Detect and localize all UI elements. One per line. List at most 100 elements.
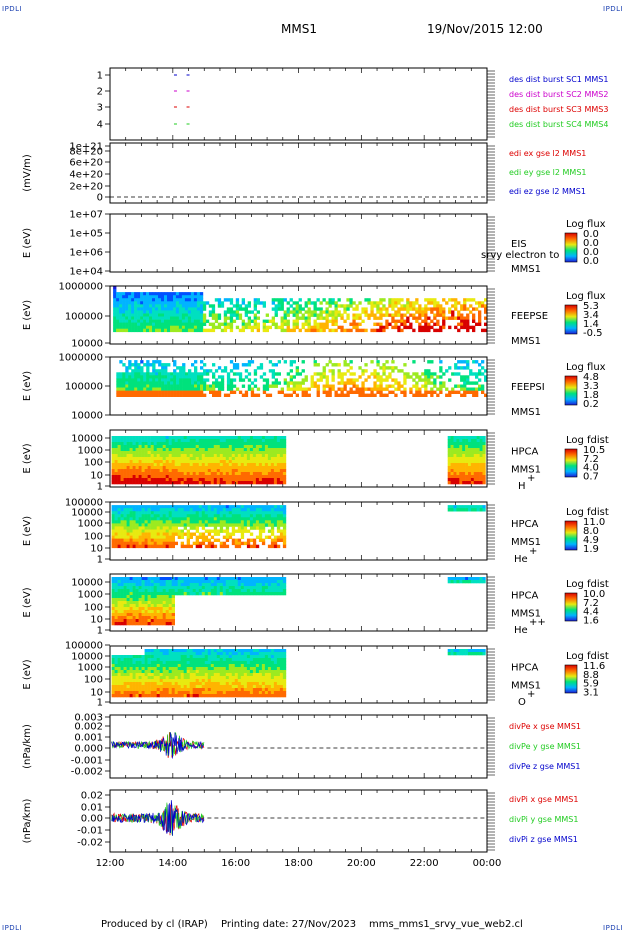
heatmap-cell xyxy=(256,298,260,302)
heatmap-cell xyxy=(177,451,181,455)
heatmap-cell xyxy=(349,366,353,370)
heatmap-cell xyxy=(241,378,246,382)
heatmap-cell xyxy=(120,460,124,464)
heatmap-cell xyxy=(138,616,142,620)
heatmap-cell xyxy=(187,313,192,317)
heatmap-cell xyxy=(222,481,227,485)
heatmap-cell xyxy=(123,619,127,623)
heatmap-cell xyxy=(134,316,138,320)
heatmap-cell xyxy=(204,655,209,659)
heatmap-cell xyxy=(261,454,266,458)
heatmap-cell xyxy=(158,360,162,364)
heatmap-cell xyxy=(450,478,454,482)
heatmap-cell xyxy=(153,613,157,617)
heatmap-cell xyxy=(207,466,212,470)
heatmap-cell xyxy=(457,384,461,388)
heatmap-cell xyxy=(243,661,248,665)
heatmap-cell xyxy=(476,580,480,584)
heatmap-cell xyxy=(149,295,153,299)
heatmap-cell xyxy=(210,580,215,584)
heatmap-cell xyxy=(252,583,257,587)
heatmap-cell xyxy=(195,655,199,659)
heatmap-cell xyxy=(123,655,127,659)
heatmap-cell xyxy=(479,475,483,479)
heatmap-cell xyxy=(214,319,219,323)
heatmap-cell xyxy=(473,439,477,443)
heatmap-cell xyxy=(177,586,181,590)
heatmap-cell xyxy=(246,580,251,584)
heatmap-cell xyxy=(147,526,151,530)
heatmap-cell xyxy=(183,439,187,443)
heatmap-cell xyxy=(168,688,172,692)
heatmap-cell xyxy=(165,682,169,686)
heatmap-cell xyxy=(116,298,120,302)
heatmap-cell xyxy=(162,580,166,584)
heatmap-cell xyxy=(240,451,245,455)
heatmap-cell xyxy=(261,520,266,524)
heatmap-cell xyxy=(117,436,121,440)
heatmap-cell xyxy=(261,457,266,461)
heatmap-cell xyxy=(146,366,150,370)
heatmap-cell xyxy=(117,469,121,473)
heatmap-cell xyxy=(147,541,151,546)
heatmap-cell xyxy=(189,685,193,689)
heatmap-cell xyxy=(173,292,177,296)
heatmap-cell xyxy=(246,577,251,581)
heatmap-cell xyxy=(484,393,488,397)
heatmap-cell xyxy=(165,661,169,665)
heatmap-cell xyxy=(147,589,151,593)
heatmap-cell xyxy=(144,688,148,692)
heatmap-cell xyxy=(129,667,133,671)
heatmap-cell xyxy=(174,652,178,656)
heatmap-cell xyxy=(171,445,175,449)
heatmap-cell xyxy=(241,298,245,302)
heatmap-cell xyxy=(237,694,242,698)
heatmap-cell xyxy=(204,460,209,464)
heatmap-cell xyxy=(177,679,181,683)
heatmap-cell xyxy=(456,475,460,479)
heatmap-cell xyxy=(267,589,272,593)
heatmap-cell xyxy=(481,387,485,391)
heatmap-cell xyxy=(238,372,243,376)
heatmap-cell xyxy=(120,592,124,596)
hpca-hepp-heatmap xyxy=(111,577,287,626)
heatmap-cell xyxy=(216,478,221,482)
heatmap-cell xyxy=(462,457,466,461)
heatmap-cell xyxy=(219,436,224,440)
heatmap-cell xyxy=(183,511,187,515)
heatmap-cell xyxy=(123,439,127,443)
heatmap-cell xyxy=(144,580,148,584)
heatmap-cell xyxy=(129,580,133,584)
heatmap-cell xyxy=(213,532,218,536)
heatmap-cell xyxy=(210,475,215,479)
heatmap-cell xyxy=(158,298,162,302)
heatmap-cell xyxy=(370,387,374,391)
heatmap-cell xyxy=(403,375,407,379)
heatmap-cell xyxy=(178,316,183,320)
heatmap-cell xyxy=(379,393,383,397)
heatmap-cell xyxy=(144,667,148,671)
heatmap-cell xyxy=(276,445,281,449)
heatmap-cell xyxy=(283,310,287,314)
heatmap-cell xyxy=(240,685,245,689)
heatmap-cell xyxy=(310,313,314,317)
heatmap-cell xyxy=(177,676,181,680)
heatmap-cell xyxy=(210,520,215,524)
heatmap-cell xyxy=(394,301,398,305)
heatmap-cell xyxy=(267,523,272,527)
heatmap-cell xyxy=(476,478,480,482)
heatmap-cell xyxy=(400,322,404,326)
heatmap-cell xyxy=(137,319,141,323)
heatmap-cell xyxy=(316,307,320,311)
heatmap-cell xyxy=(129,532,133,536)
heatmap-cell xyxy=(170,292,174,296)
heatmap-cell xyxy=(213,586,218,590)
heatmap-cell xyxy=(217,313,222,317)
heatmap-cell xyxy=(135,580,139,584)
heatmap-cell xyxy=(120,445,124,449)
heatmap-cell xyxy=(180,541,184,546)
heatmap-cell xyxy=(274,307,278,311)
heatmap-cell xyxy=(156,472,160,476)
heatmap-cell xyxy=(479,436,483,440)
heatmap-cell xyxy=(132,682,136,686)
